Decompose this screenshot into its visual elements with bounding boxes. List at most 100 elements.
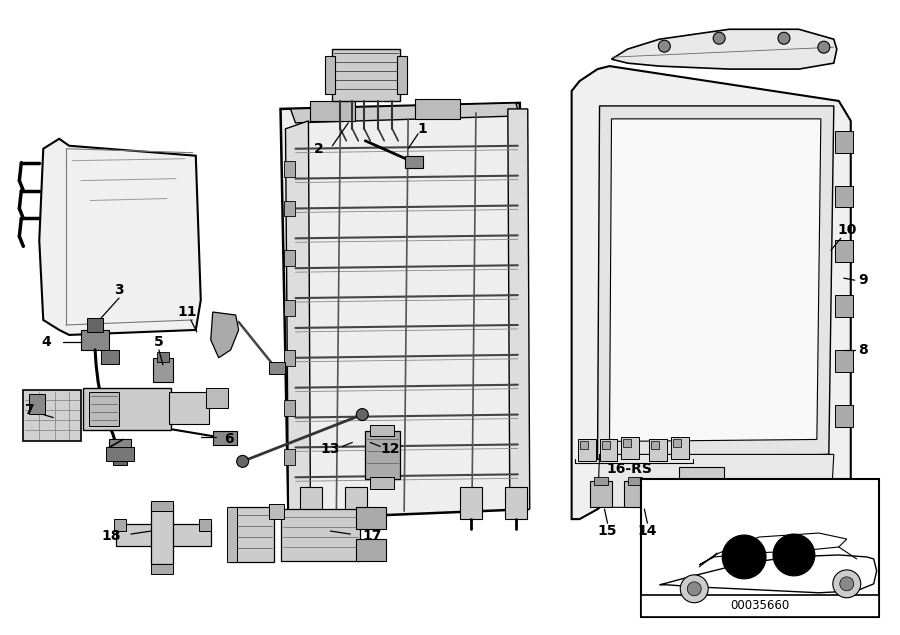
Bar — [30, 394, 45, 413]
Bar — [106, 448, 134, 462]
Circle shape — [840, 577, 854, 591]
Bar — [680, 467, 724, 495]
Bar — [101, 350, 119, 364]
Bar — [460, 487, 482, 519]
Bar — [370, 425, 394, 436]
Bar — [268, 504, 284, 519]
Text: 13: 13 — [320, 443, 340, 457]
Polygon shape — [40, 139, 201, 335]
Bar — [365, 432, 400, 479]
Bar — [599, 439, 617, 462]
Bar — [622, 438, 639, 459]
Text: 12: 12 — [381, 443, 400, 457]
Bar — [284, 450, 295, 465]
Bar — [505, 487, 526, 519]
Text: 17: 17 — [363, 529, 382, 543]
Bar — [415, 99, 460, 119]
Bar — [642, 479, 878, 617]
Bar — [590, 481, 611, 507]
Bar — [835, 404, 853, 427]
Bar — [268, 362, 284, 374]
Bar — [116, 524, 211, 546]
Bar — [284, 161, 295, 177]
Circle shape — [773, 534, 814, 576]
Circle shape — [713, 32, 725, 44]
Text: 7: 7 — [24, 403, 34, 417]
Bar — [625, 481, 646, 507]
Text: 11: 11 — [177, 305, 196, 319]
Polygon shape — [660, 555, 877, 593]
Polygon shape — [609, 119, 821, 441]
Bar — [301, 487, 322, 519]
Polygon shape — [291, 103, 520, 123]
Bar — [89, 392, 119, 425]
Bar — [114, 519, 126, 531]
Bar — [405, 156, 423, 168]
Bar — [835, 295, 853, 317]
Bar — [642, 595, 878, 617]
Bar — [652, 441, 660, 450]
Polygon shape — [611, 29, 837, 69]
Polygon shape — [598, 106, 833, 459]
Bar — [650, 439, 667, 462]
Text: 6: 6 — [224, 432, 233, 446]
Bar — [151, 501, 173, 511]
Text: 2: 2 — [313, 142, 323, 156]
Polygon shape — [281, 103, 527, 519]
Text: 8: 8 — [858, 343, 868, 357]
Bar — [310, 101, 356, 121]
Text: 1: 1 — [418, 122, 427, 136]
Bar — [227, 507, 237, 562]
Polygon shape — [211, 312, 239, 358]
Text: 10: 10 — [837, 224, 857, 237]
Circle shape — [832, 570, 860, 598]
Bar — [109, 439, 131, 455]
Bar — [87, 318, 104, 332]
Bar — [153, 358, 173, 382]
Text: 18: 18 — [102, 529, 121, 543]
Bar — [370, 478, 394, 489]
Circle shape — [659, 40, 670, 52]
Bar — [671, 438, 689, 459]
Bar — [835, 185, 853, 208]
Text: 4: 4 — [41, 335, 51, 349]
Bar — [356, 539, 386, 561]
Text: 3: 3 — [114, 283, 124, 297]
Text: 16-RS: 16-RS — [607, 462, 652, 476]
Bar — [601, 441, 609, 450]
Circle shape — [722, 535, 766, 579]
Text: 15: 15 — [598, 524, 617, 538]
Bar — [23, 390, 81, 441]
Bar — [212, 432, 237, 445]
Bar — [169, 392, 209, 424]
Bar — [356, 507, 386, 529]
Polygon shape — [285, 121, 310, 519]
Bar — [578, 439, 596, 462]
Polygon shape — [699, 533, 847, 565]
Bar — [151, 504, 173, 564]
Bar — [580, 441, 588, 450]
Bar — [284, 201, 295, 217]
Bar — [835, 131, 853, 153]
Bar — [326, 56, 336, 94]
Circle shape — [680, 575, 708, 603]
Polygon shape — [508, 109, 530, 509]
Bar — [284, 250, 295, 266]
Bar — [284, 300, 295, 316]
Bar — [397, 56, 407, 94]
Bar — [346, 487, 367, 519]
Bar — [83, 388, 171, 429]
Bar — [157, 352, 169, 362]
Bar — [229, 507, 274, 562]
Bar — [281, 509, 360, 561]
Text: 9: 9 — [858, 273, 868, 287]
Bar — [113, 455, 127, 465]
Bar — [835, 240, 853, 262]
Circle shape — [237, 455, 248, 467]
Bar — [332, 49, 400, 101]
Text: 14: 14 — [637, 524, 657, 538]
Bar — [284, 350, 295, 366]
Bar — [199, 519, 211, 531]
Bar — [835, 350, 853, 371]
Bar — [628, 478, 643, 485]
